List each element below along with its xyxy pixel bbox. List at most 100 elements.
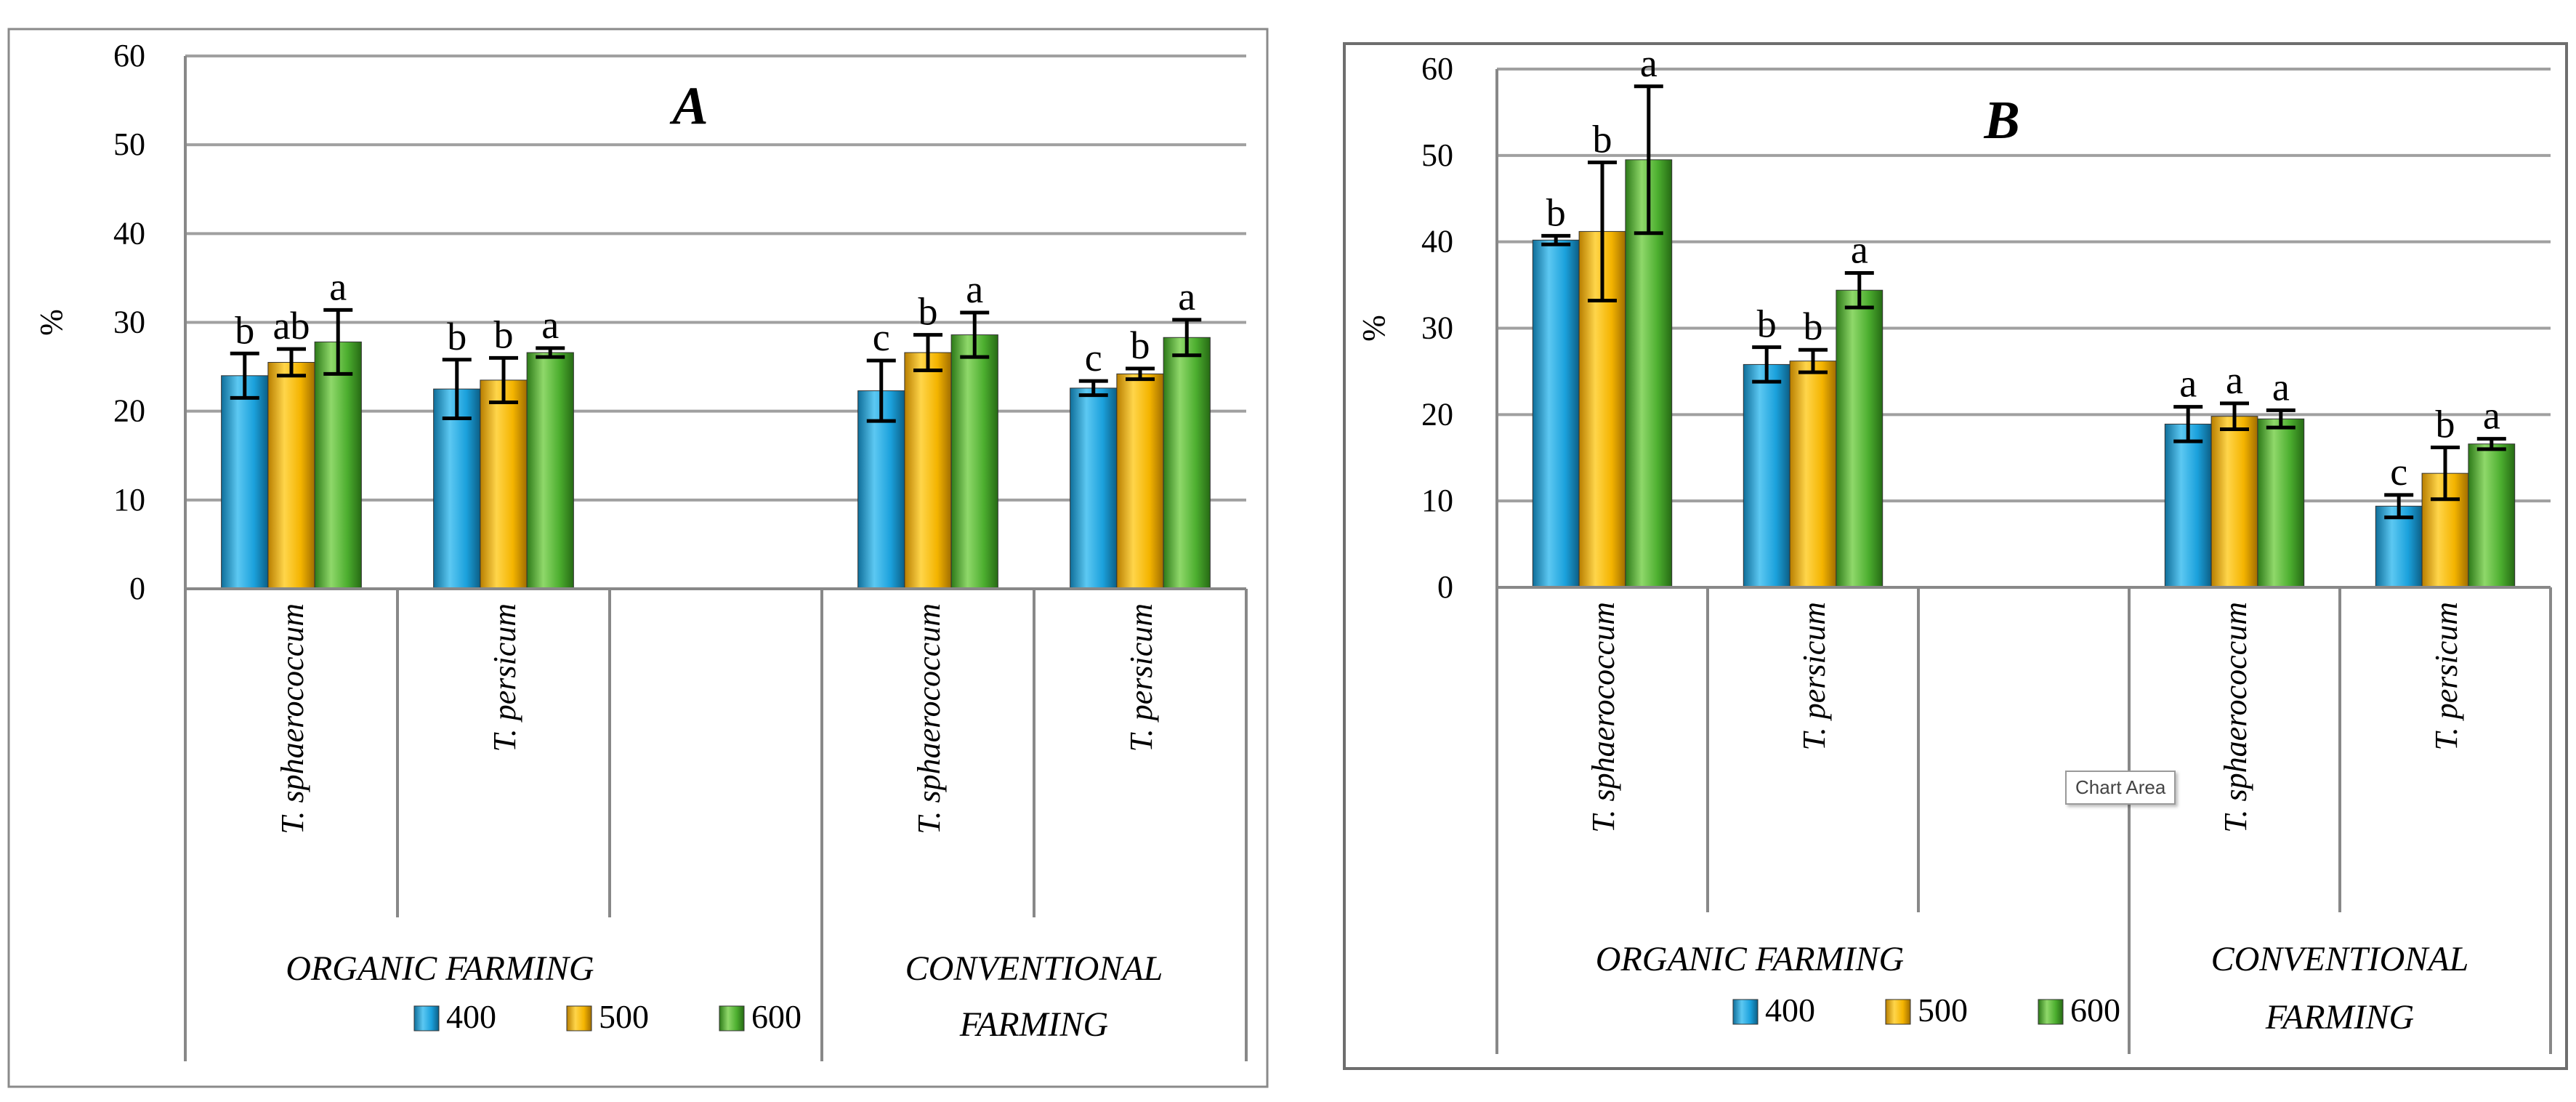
bar <box>1532 239 1580 588</box>
bar <box>2468 443 2516 588</box>
significance-letter: a <box>2483 394 2500 438</box>
significance-letter: b <box>2436 402 2455 446</box>
legend-label: 500 <box>1918 992 1968 1029</box>
legend-swatch <box>2038 999 2064 1025</box>
legend-swatch <box>413 1005 440 1031</box>
significance-letter: a <box>541 303 559 347</box>
x-category-label: T. persicum <box>487 603 522 752</box>
y-tick-label: 20 <box>1421 396 1453 432</box>
x-category-label: T. sphaerococcum <box>911 603 947 834</box>
chart-a-title: A <box>669 76 708 136</box>
significance-letter: b <box>918 290 938 334</box>
group-label-conventional-line2: FARMING <box>959 1005 1108 1044</box>
bar <box>433 388 481 590</box>
significance-letter: c <box>2390 450 2407 494</box>
significance-letter: c <box>873 315 890 359</box>
y-tick-label: 50 <box>113 126 145 162</box>
group-label-organic: ORGANIC FARMING <box>286 949 594 988</box>
bar <box>1116 373 1164 590</box>
y-tick-label: 40 <box>1421 224 1453 260</box>
significance-letter: a <box>966 268 983 311</box>
bar <box>314 341 362 590</box>
group-label-organic: ORGANIC FARMING <box>1596 940 1904 978</box>
significance-letter: b <box>1131 323 1150 367</box>
significance-letter: b <box>235 308 254 352</box>
bar <box>2210 416 2258 588</box>
bar <box>267 361 315 590</box>
significance-letter: c <box>1085 336 1102 379</box>
legend-label: 500 <box>599 998 649 1035</box>
bar <box>480 379 528 590</box>
legend-label: 400 <box>446 998 496 1035</box>
y-tick-label: 0 <box>129 571 145 606</box>
significance-letter: b <box>1593 117 1612 161</box>
y-tick-label: 10 <box>113 482 145 518</box>
bar <box>2164 423 2212 588</box>
y-tick-label: 20 <box>113 393 145 429</box>
x-category-label: T. sphaerococcum <box>2218 602 2253 833</box>
legend-swatch <box>1885 999 1911 1025</box>
chart-b-y-axis-label: % <box>1356 315 1392 342</box>
x-category-label: T. persicum <box>1796 602 1832 751</box>
y-tick-label: 30 <box>113 305 145 340</box>
bar <box>1743 363 1790 588</box>
significance-letter: a <box>1178 275 1195 318</box>
y-tick-label: 60 <box>113 38 145 73</box>
bar <box>2257 418 2305 588</box>
x-category-label: T. sphaerococcum <box>1586 602 1621 833</box>
group-label-conventional: CONVENTIONAL <box>2211 940 2469 978</box>
chart-area-tooltip: Chart Area <box>2065 771 2176 805</box>
significance-letter: b <box>494 313 514 356</box>
bar <box>221 375 269 590</box>
chart-a-legend: 400 500 600 <box>413 998 802 1035</box>
bar <box>1163 337 1211 590</box>
bar <box>1070 387 1118 590</box>
chart-a-area[interactable] <box>7 28 1269 1088</box>
significance-letter: a <box>2272 365 2290 409</box>
significance-letter: a <box>1640 41 1658 85</box>
legend-swatch <box>566 1005 592 1031</box>
legend-label: 600 <box>751 998 802 1035</box>
chart-a-x-axis: T. sphaerococcum T. persicum T. sphaerococ… <box>184 587 1248 1061</box>
legend-swatch <box>1732 999 1759 1025</box>
bar <box>526 352 574 590</box>
legend-swatch <box>719 1005 745 1031</box>
significance-letter: b <box>1804 305 1823 348</box>
legend-label: 600 <box>2070 992 2120 1029</box>
y-tick-label: 50 <box>1421 137 1453 173</box>
significance-letter: b <box>1546 190 1566 234</box>
bar <box>904 352 952 590</box>
y-tick-label: 60 <box>1421 51 1453 87</box>
significance-letter: a <box>2179 362 2197 406</box>
chart-b-x-axis: T. sphaerococcum T. persicum T. sphaerococ… <box>1495 586 2552 1054</box>
bar <box>950 334 998 590</box>
chart-a-y-axis: 0 10 20 30 40 50 60 <box>113 38 187 1061</box>
significance-letter: a <box>2226 358 2243 402</box>
y-tick-label: 40 <box>113 215 145 251</box>
chart-a-y-axis-label: % <box>33 309 69 336</box>
chart-b-title: B <box>1983 91 2019 150</box>
significance-letter: a <box>1851 228 1868 271</box>
significance-letter: b <box>1757 302 1777 346</box>
significance-letter: a <box>329 265 347 308</box>
y-tick-label: 30 <box>1421 310 1453 346</box>
x-category-label: T. persicum <box>1123 603 1159 752</box>
bar <box>1789 361 1837 588</box>
bar <box>2375 505 2423 588</box>
group-label-conventional: CONVENTIONAL <box>905 949 1163 988</box>
legend-label: 400 <box>1765 992 1815 1029</box>
x-category-label: T. persicum <box>2428 602 2464 751</box>
significance-letter: ab <box>273 304 310 347</box>
x-category-label: T. sphaerococcum <box>275 603 310 834</box>
bar <box>857 390 905 590</box>
y-tick-label: 0 <box>1437 569 1453 605</box>
bar <box>1836 289 1883 588</box>
y-tick-label: 10 <box>1421 483 1453 518</box>
group-label-conventional-line2: FARMING <box>2265 998 2414 1037</box>
significance-letter: b <box>447 315 467 358</box>
